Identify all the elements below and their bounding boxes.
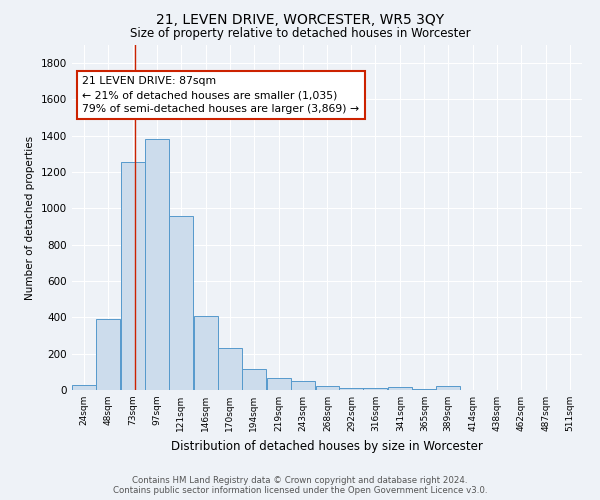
Bar — [242, 369, 266, 390]
Text: Contains HM Land Registry data © Crown copyright and database right 2024.
Contai: Contains HM Land Registry data © Crown c… — [113, 476, 487, 495]
Bar — [96, 319, 120, 390]
Bar — [412, 389, 436, 390]
Bar — [316, 386, 340, 390]
Bar — [145, 140, 169, 390]
Bar — [436, 386, 460, 390]
Bar — [121, 162, 145, 390]
Text: 21 LEVEN DRIVE: 87sqm
← 21% of detached houses are smaller (1,035)
79% of semi-d: 21 LEVEN DRIVE: 87sqm ← 21% of detached … — [82, 76, 359, 114]
X-axis label: Distribution of detached houses by size in Worcester: Distribution of detached houses by size … — [171, 440, 483, 452]
Bar — [290, 381, 314, 390]
Bar — [340, 388, 364, 390]
Bar — [169, 216, 193, 390]
Bar — [388, 388, 412, 390]
Bar — [364, 388, 388, 390]
Text: 21, LEVEN DRIVE, WORCESTER, WR5 3QY: 21, LEVEN DRIVE, WORCESTER, WR5 3QY — [156, 12, 444, 26]
Bar — [266, 378, 290, 390]
Y-axis label: Number of detached properties: Number of detached properties — [25, 136, 35, 300]
Bar — [218, 348, 242, 390]
Text: Size of property relative to detached houses in Worcester: Size of property relative to detached ho… — [130, 28, 470, 40]
Bar — [194, 316, 218, 390]
Bar — [72, 386, 96, 390]
